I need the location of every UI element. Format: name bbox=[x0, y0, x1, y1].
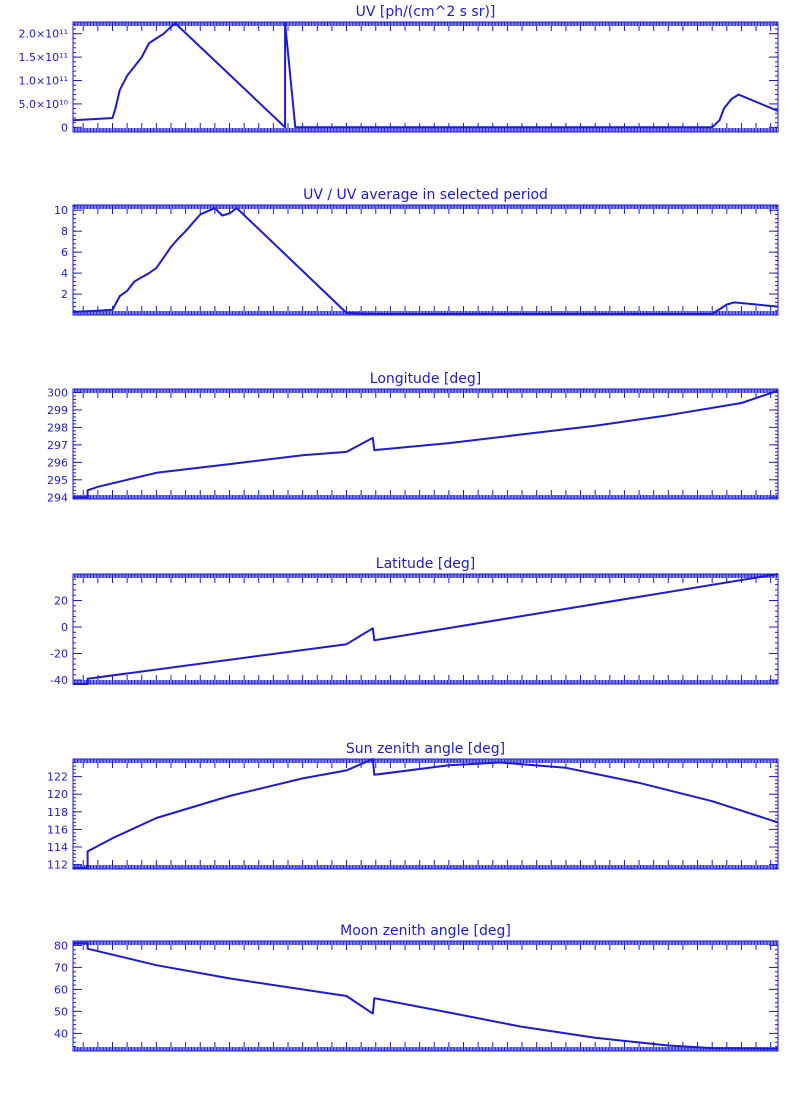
y-tick-label: 2 bbox=[61, 288, 68, 301]
y-tick-label: 2.0×10¹¹ bbox=[18, 28, 68, 41]
chart-panel-3: Longitude [deg]6.786456.786466.786476.78… bbox=[47, 371, 779, 504]
plot-frame bbox=[72, 21, 779, 133]
y-tick-label: 10 bbox=[54, 204, 68, 217]
series-line bbox=[72, 207, 779, 315]
chart-panel-2: UV / UV average in selected period6.7864… bbox=[54, 187, 779, 316]
y-tick-label: 298 bbox=[47, 421, 68, 434]
y-tick-label: -40 bbox=[50, 674, 68, 687]
y-tick-label: 297 bbox=[47, 439, 68, 452]
y-tick-label: 1.0×10¹¹ bbox=[18, 75, 68, 88]
y-tick-label: 295 bbox=[47, 474, 68, 487]
y-tick-label: 8 bbox=[61, 225, 68, 238]
plot-frame bbox=[72, 388, 779, 500]
plot-frame bbox=[72, 204, 779, 316]
y-tick-label: 0 bbox=[61, 121, 68, 134]
chart-panel-5: Sun zenith angle [deg]6.786456.786466.78… bbox=[47, 741, 779, 872]
chart-panel-1: UV [ph/(cm^2 s sr)]6.786456.786466.78647… bbox=[18, 4, 779, 134]
y-tick-label: 296 bbox=[47, 456, 68, 469]
chart-panel-4: Latitude [deg]6.786456.786466.786476.786… bbox=[50, 556, 779, 687]
chart-title: UV [ph/(cm^2 s sr)] bbox=[356, 4, 496, 20]
y-tick-label: 0 bbox=[61, 621, 68, 634]
y-tick-label: 1.5×10¹¹ bbox=[18, 51, 68, 64]
y-tick-label: -20 bbox=[50, 648, 68, 661]
y-tick-label: 4 bbox=[61, 267, 68, 280]
series-line bbox=[72, 22, 779, 129]
y-tick-label: 5.0×10¹⁰ bbox=[18, 98, 68, 111]
chart-title: Longitude [deg] bbox=[370, 371, 481, 387]
plot-frame bbox=[72, 758, 779, 870]
y-tick-label: 20 bbox=[54, 595, 68, 608]
chart-title: Sun zenith angle [deg] bbox=[346, 741, 505, 757]
series-line bbox=[73, 573, 779, 685]
y-tick-label: 299 bbox=[47, 404, 68, 417]
chart-title: Latitude [deg] bbox=[376, 556, 475, 572]
series-line bbox=[73, 389, 779, 499]
y-tick-label: 6 bbox=[61, 246, 68, 259]
chart-title: UV / UV average in selected period bbox=[303, 187, 548, 203]
y-tick-label: 300 bbox=[47, 386, 68, 399]
y-tick-label: 294 bbox=[47, 491, 68, 504]
